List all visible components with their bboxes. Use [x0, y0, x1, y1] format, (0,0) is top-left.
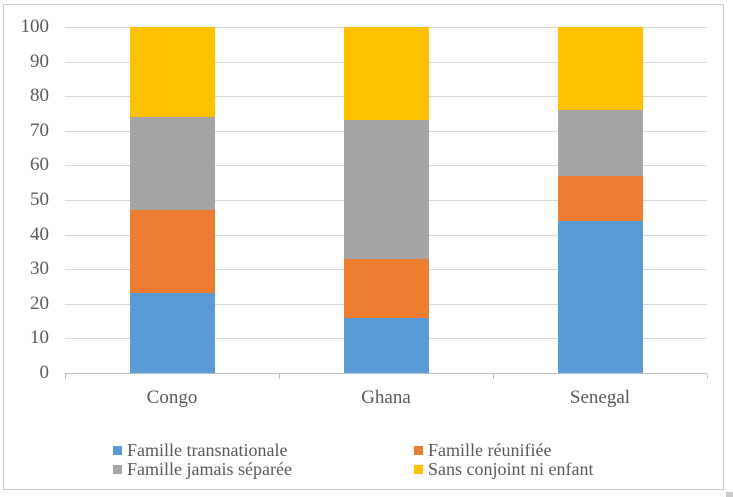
legend-label: Famille transnationale [127, 440, 288, 460]
y-axis-tick-label: 40 [30, 224, 49, 245]
screenshot-edge-artifact [726, 492, 733, 497]
bar-segment-ghana-famille-réunifiée [344, 259, 429, 318]
bar-segment-congo-famille-jamais-séparée [130, 117, 215, 210]
y-axis-tick-label: 20 [30, 293, 49, 314]
x-axis-line [65, 373, 707, 374]
legend-item-famille-transnationale: Famille transnationale [113, 441, 287, 460]
legend-color-swatch-yellow [414, 465, 423, 474]
y-axis-tick-label: 60 [30, 154, 49, 175]
legend-color-swatch-gray [113, 465, 122, 474]
bar-segment-senegal-famille-réunifiée [558, 176, 643, 221]
x-axis-tick [279, 374, 280, 379]
legend-label: Sans conjoint ni enfant [428, 459, 594, 479]
legend-color-swatch-orange [414, 446, 423, 455]
legend-label: Famille jamais séparée [127, 459, 292, 479]
bar-segment-ghana-famille-jamais-séparée [344, 120, 429, 259]
bar-segment-senegal-famille-jamais-séparée [558, 110, 643, 176]
bar-segment-senegal-famille-transnationale [558, 221, 643, 373]
y-axis-tick-label: 10 [30, 327, 49, 348]
y-axis-tick-label: 80 [30, 85, 49, 106]
bar-segment-congo-famille-transnationale [130, 293, 215, 373]
bar-segment-senegal-sans-conjoint-ni-enfant [558, 27, 643, 110]
x-axis-tick [707, 374, 708, 379]
y-axis-tick-label: 100 [20, 16, 50, 37]
legend-item-famille-jamais-separee: Famille jamais séparée [113, 460, 292, 479]
legend-label: Famille réunifiée [428, 440, 552, 460]
y-axis-tick-label: 0 [39, 362, 50, 383]
legend-color-swatch-blue [113, 446, 122, 455]
y-axis-tick-label: 50 [30, 189, 49, 210]
x-axis-tick [65, 374, 66, 379]
bar-segment-congo-sans-conjoint-ni-enfant [130, 27, 215, 117]
bar-segment-ghana-famille-transnationale [344, 318, 429, 373]
legend-item-famille-reunifiee: Famille réunifiée [414, 441, 551, 460]
x-axis-tick [493, 374, 494, 379]
category-label-congo: Congo [146, 387, 198, 408]
y-axis-tick-label: 90 [30, 51, 49, 72]
bar-segment-ghana-sans-conjoint-ni-enfant [344, 27, 429, 120]
legend-item-sans-conjoint: Sans conjoint ni enfant [414, 460, 593, 479]
y-axis-tick-label: 70 [30, 120, 49, 141]
category-label-ghana: Ghana [361, 387, 411, 408]
category-label-senegal: Senegal [569, 387, 631, 408]
bar-segment-congo-famille-réunifiée [130, 210, 215, 293]
y-axis-tick-label: 30 [30, 258, 49, 279]
